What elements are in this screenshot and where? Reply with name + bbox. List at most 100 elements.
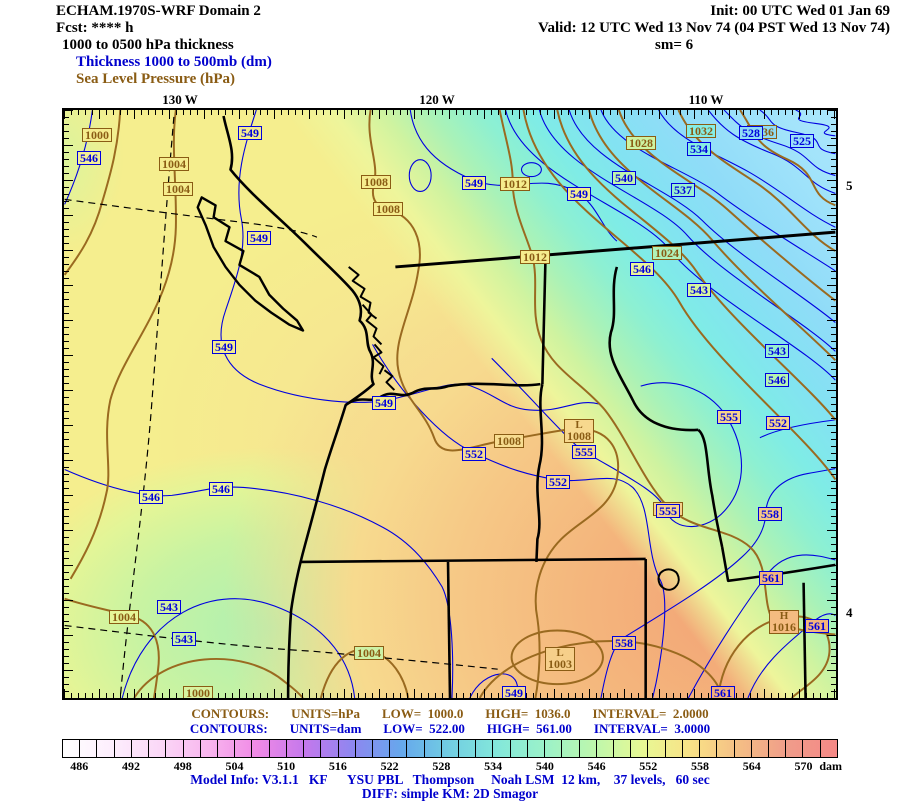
slp-contour-label: 1004	[163, 182, 193, 196]
slp-contour-legend: CONTOURS: UNITS=hPa LOW= 1000.0 HIGH= 1036.…	[62, 706, 838, 721]
slp-contour-label: 1004	[159, 157, 189, 171]
thickness-contour-label: 555	[656, 504, 680, 518]
thickness-contour-label: 549	[372, 396, 396, 410]
thickness-contour-label: 543	[765, 344, 789, 358]
slp-contour-label: 1008	[494, 434, 524, 448]
slp-contour-label: 1024	[652, 246, 682, 260]
legend-segment: LOW= 1000.0	[381, 706, 464, 721]
longitude-tick-label: 130 W	[162, 92, 198, 107]
colorbar-cell	[132, 740, 150, 757]
fan-contour-line	[707, 110, 836, 194]
colorbar-tick: 540	[535, 759, 554, 773]
slp-contour-label: 1032	[686, 124, 716, 138]
thickness-contour-label: 552	[462, 447, 486, 461]
slp-contour-label: 1012	[500, 177, 530, 191]
colorbar-cell	[786, 740, 804, 757]
legend-segment: UNITS=hPa	[291, 706, 360, 721]
colorbar-cell	[511, 740, 528, 757]
42n-border	[301, 557, 646, 564]
colorbar-cell	[390, 740, 408, 757]
colorbar-cell	[252, 740, 270, 757]
ca-nv-border	[446, 561, 452, 698]
valid-time: Valid: 12 UTC Wed 13 Nov 74 (04 PST Wed …	[538, 20, 890, 36]
thickness-contour-label: 552	[546, 475, 570, 489]
thickness-contour-label: 549	[247, 231, 271, 245]
colorbar-cell	[648, 740, 666, 757]
colorbar-cell	[201, 740, 218, 757]
colorbar-cell	[528, 740, 546, 757]
puget-sound	[361, 304, 383, 346]
latitude-tick-label: 4	[846, 605, 853, 620]
legend-segment: INTERVAL= 3.0000	[593, 721, 711, 736]
vancouver-island	[196, 196, 305, 332]
slp-contour-label: L 1008	[564, 419, 594, 443]
colorbar-tick: 546	[587, 759, 606, 773]
puget-sound	[372, 343, 385, 375]
colorbar-cell	[166, 740, 184, 757]
colorbar-tick: 552	[639, 759, 658, 773]
thickness-contour-label: 543	[687, 283, 711, 297]
latitude-tick-label: 5	[846, 178, 853, 193]
thickness-contour-label: 555	[717, 410, 741, 424]
slp-contour-label: 1000	[82, 128, 112, 142]
colorbar-cell	[184, 740, 201, 757]
slp-contour-label: 1008	[361, 175, 391, 189]
colorbar-cell	[97, 740, 115, 757]
colorbar-cell	[683, 740, 701, 757]
thickness-contour-label: 549	[462, 176, 486, 190]
colorbar-cell	[562, 740, 580, 757]
lake	[657, 568, 680, 591]
fan-contour-line	[538, 110, 836, 352]
thickness-contour-label: 540	[612, 171, 636, 185]
colorbar-cell	[821, 740, 837, 757]
colorbar-tick: 498	[173, 759, 192, 773]
colorbar-cell	[235, 740, 253, 757]
colorbar-cell	[442, 740, 460, 757]
legend-segment: INTERVAL= 2.0000	[592, 706, 709, 721]
fan-contour-line	[556, 110, 836, 421]
thickness-contour-label: 546	[209, 482, 233, 496]
page-title: ECHAM.1970S-WRF Domain 2	[56, 3, 261, 19]
colorbar-cell	[304, 740, 322, 757]
fan-contour-line	[723, 110, 836, 177]
colorbar-cell	[493, 740, 511, 757]
colorbar-unit: dam	[819, 759, 842, 773]
colorbar-tick: 564	[742, 759, 761, 773]
graticule	[64, 116, 498, 698]
colorbar-tick: 486	[70, 759, 89, 773]
colorbar-cell	[149, 740, 167, 757]
thickness-contour-label: 546	[765, 373, 789, 387]
colorbar-cell	[769, 740, 787, 757]
colorbar-tick: 558	[691, 759, 710, 773]
thickness-contour-label: 558	[758, 507, 782, 521]
colorbar-cell	[425, 740, 442, 757]
colorbar-cell	[735, 740, 752, 757]
thickness-contour-label: 525	[790, 134, 814, 148]
legend-segment: CONTOURS:	[189, 721, 268, 736]
colorbar-cell	[476, 740, 494, 757]
canada-border	[395, 230, 836, 269]
diffusion-info: DIFF: simple KM: 2D Smagor	[361, 786, 539, 801]
wy-ut-border	[802, 582, 807, 698]
colorbar-cell	[115, 740, 132, 757]
smoothing-label: sm= 6	[655, 37, 694, 53]
colorbar-tick: 534	[484, 759, 503, 773]
geography-borders	[196, 115, 836, 698]
thickness-contour-label: 561	[805, 619, 829, 633]
colorbar-tick: 516	[328, 759, 347, 773]
thickness-contour-label: 546	[630, 262, 654, 276]
forecast-hour: Fcst: **** h	[56, 20, 134, 36]
colorbar-cell	[803, 740, 821, 757]
colorbar-cell	[339, 740, 356, 757]
legend-segment: HIGH= 561.00	[486, 721, 572, 736]
colorbar-cell	[614, 740, 632, 757]
thickness-colorbar	[62, 739, 838, 758]
longitude-tick-label: 110 W	[688, 92, 724, 107]
weather-map: 1000100410041008100810121012102810321036…	[62, 108, 838, 700]
slp-contour-label: H 1016	[769, 610, 799, 634]
colorbar-cell	[356, 740, 373, 757]
coastline	[222, 115, 375, 698]
tick-marks-right-major	[827, 110, 836, 698]
colorbar-cell	[63, 740, 81, 757]
thickness-contour-label: 561	[759, 571, 783, 585]
